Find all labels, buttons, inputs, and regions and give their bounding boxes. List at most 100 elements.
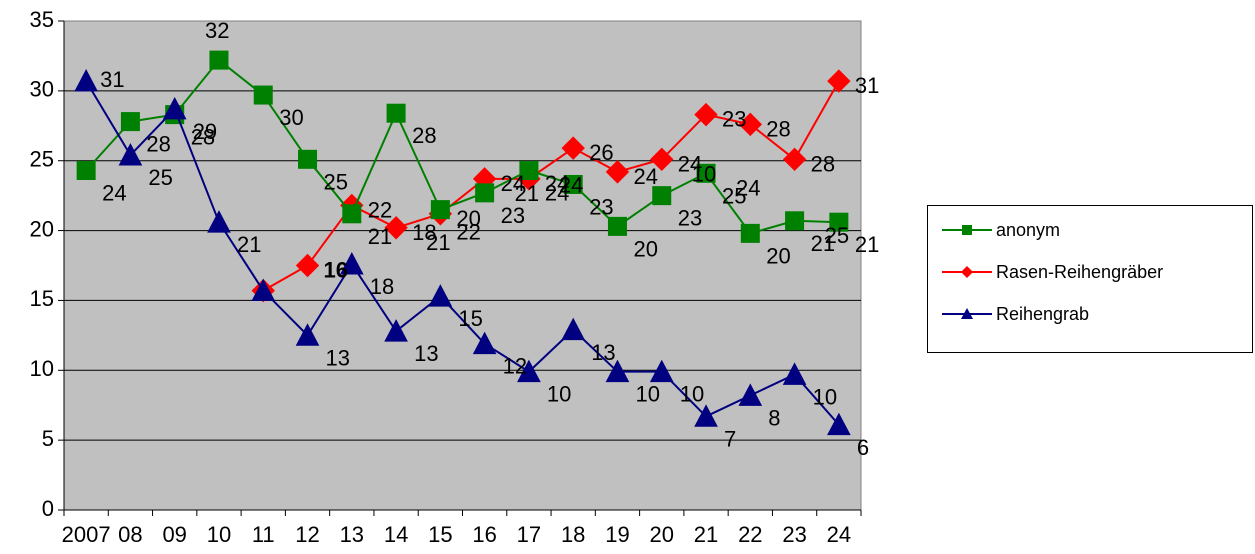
data-label: 25 [148,165,172,190]
x-tick-label: 09 [162,522,186,547]
x-tick-label: 2007 [62,522,111,547]
data-label: 23 [589,194,613,219]
x-tick-label: 21 [694,522,718,547]
triangle-marker [162,96,187,120]
triangle-marker [384,319,408,342]
diamond-marker [827,69,851,93]
square-marker [563,174,583,194]
data-label: 21 [426,230,450,255]
triangle-marker [339,252,364,275]
data-label: 23 [501,203,525,228]
legend-item: anonym [942,216,1060,244]
legend: anonym Rasen-Reihengräber Reihengrab [927,205,1253,353]
series-group [74,50,851,436]
data-label: 10 [692,161,716,186]
square-marker [475,183,495,203]
x-tick-label: 14 [384,522,408,547]
data-label: 10 [680,382,704,407]
legend-label: Reihengrab [996,303,1090,324]
x-tick-label: 12 [295,522,319,547]
data-label: 31 [100,67,124,92]
triangle-marker [782,362,807,385]
y-tick-label: 20 [30,216,54,241]
triangle-marker [118,143,143,166]
data-label: 25 [722,183,746,208]
diamond-marker [738,112,763,137]
square-marker [209,50,229,70]
data-label: 13 [591,340,615,365]
diamond-marker [694,102,718,127]
x-tick-label: 10 [207,522,231,547]
data-label: 28 [766,116,790,141]
x-tick-label: 15 [428,522,452,547]
triangle-marker [295,323,320,346]
data-label: 23 [678,206,702,231]
data-label: 10 [635,382,659,407]
data-label: 20 [456,206,480,231]
data-label: 24 [559,172,583,197]
square-marker [652,186,672,206]
x-tick-label: 22 [738,522,762,547]
data-label: 6 [857,435,869,460]
square-marker [342,204,362,224]
data-label: 32 [205,18,229,43]
square-marker [740,223,760,243]
diamond-marker [782,147,807,172]
x-tick-label: 18 [561,522,585,547]
x-tick-label: 11 [252,522,275,547]
data-label: 13 [326,345,350,370]
x-tick-label: 20 [650,522,674,547]
legend-marker [942,304,992,324]
square-marker [76,160,96,180]
data-label: 24 [102,180,126,205]
legend-label: Rasen-Reihengräber [996,261,1164,282]
x-tick-label: 19 [605,522,629,547]
diamond-marker [650,147,674,172]
data-label: 24 [736,175,760,200]
data-label: 13 [414,341,438,366]
square-marker [253,85,273,105]
square-marker [696,163,716,183]
x-tick-label: 08 [118,522,142,547]
triangle-marker [561,317,586,341]
data-label: 31 [855,73,879,98]
data-label: 29 [193,119,217,144]
diamond-marker [384,216,408,240]
x-tick-label: 16 [472,522,496,547]
data-label: 21 [515,181,539,206]
y-tick-label: 35 [30,7,54,32]
triangle-marker [251,278,276,302]
data-label: 20 [633,236,657,261]
square-marker [386,103,406,123]
data-label: 25 [324,169,348,194]
data-label: 21 [811,231,835,256]
triangle-marker [207,210,231,233]
x-tick-label: 24 [827,522,851,547]
y-tick-label: 25 [30,147,54,172]
x-tick-label: 23 [782,522,806,547]
x-axis: 2007 08 09 10 11 12 13 14 15 16 17 18 19 20 21 22 23 24 [62,509,862,547]
data-label: 22 [456,220,480,245]
triangle-marker [694,404,718,427]
data-label: 7 [724,426,736,451]
square-marker [120,112,140,132]
triangle-marker [517,359,541,383]
data-label: 20 [766,243,790,268]
data-label: 16 [324,258,348,283]
triangle-marker [649,359,674,383]
square-marker [785,211,805,231]
data-label: 18 [412,220,436,245]
triangle-marker [738,383,763,406]
data-label: 28 [146,132,170,157]
diamond-marker [295,253,320,278]
triangle-marker [605,359,630,383]
data-label: 22 [368,197,392,222]
triangle-marker [827,412,851,436]
data-label: 24 [545,180,569,205]
data-label: 30 [279,105,303,130]
data-label: 24 [678,151,702,176]
data-label: 18 [370,274,394,299]
x-tick-label: 13 [340,522,364,547]
x-tick-label: 17 [517,522,541,547]
